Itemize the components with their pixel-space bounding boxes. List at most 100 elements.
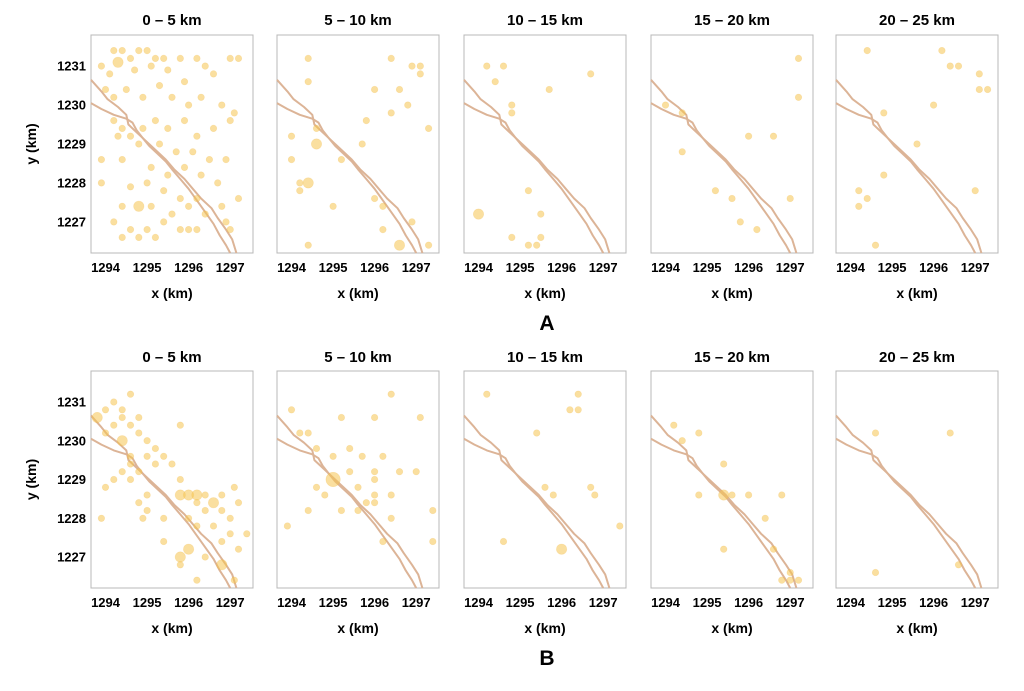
data-point (337, 506, 346, 515)
x-tick-label: 1296 (547, 595, 576, 610)
data-point (209, 124, 218, 132)
data-point (208, 497, 220, 509)
data-point (946, 62, 954, 70)
x-tick-label: 1297 (776, 595, 805, 610)
data-point (508, 233, 516, 241)
data-point (591, 491, 599, 499)
fault-line-1 (650, 79, 798, 254)
data-point (101, 483, 110, 491)
data-point (106, 70, 114, 78)
data-point (287, 132, 296, 140)
data-point (116, 435, 128, 447)
data-point (362, 499, 370, 507)
plot-frame (90, 370, 254, 589)
data-point (122, 85, 130, 94)
x-axis-label: x (km) (524, 620, 565, 636)
panel-b: 0 – 5 km 1294 1295 1296 1297 x (km) 1227 1228 12… (23, 349, 999, 670)
data-point (110, 218, 118, 226)
data-point (296, 187, 304, 195)
data-point (483, 390, 491, 398)
subplot: 0 – 5 km 1294 1295 1296 1297 x (km) 1227 1228 12… (23, 12, 254, 301)
data-point (287, 156, 296, 164)
panel-a: 0 – 5 km 1294 1295 1296 1297 x (km) 1227 1228 12… (23, 12, 999, 335)
data-point (429, 506, 437, 515)
data-point (230, 109, 238, 117)
data-point (337, 156, 346, 164)
subplot: 20 – 25 km 1294 1295 1296 1297 x (km) (835, 349, 999, 636)
data-point (126, 54, 135, 63)
subplot: 5 – 10 km 1294 1295 1296 1297 x (km) (276, 12, 440, 301)
data-point (176, 475, 184, 484)
data-point (786, 568, 794, 577)
data-point (786, 194, 794, 203)
data-point (711, 187, 720, 195)
data-point (126, 421, 135, 429)
data-point (222, 156, 230, 164)
data-point (358, 452, 366, 460)
data-point (143, 506, 151, 515)
data-point (304, 241, 312, 249)
data-point (234, 499, 243, 507)
subplot: 5 – 10 km 1294 1295 1296 1297 x (km) (276, 349, 440, 636)
data-point (209, 522, 218, 530)
data-point (545, 85, 553, 94)
fault-line-1 (835, 414, 983, 589)
data-point (110, 421, 118, 429)
data-point (296, 429, 304, 437)
data-point (218, 202, 226, 210)
data-point (416, 70, 424, 78)
x-tick-label: 1297 (961, 260, 990, 275)
subplot-title: 10 – 15 km (507, 349, 583, 366)
data-point (110, 93, 118, 101)
data-point (151, 460, 159, 468)
data-point (346, 468, 354, 476)
data-point (155, 140, 164, 148)
data-point (524, 187, 533, 195)
data-point (938, 46, 946, 55)
x-axis-label: x (km) (337, 620, 378, 636)
data-point (387, 109, 395, 117)
data-point (234, 194, 243, 203)
data-point (176, 226, 184, 234)
data-point (283, 522, 292, 530)
data-point (160, 187, 168, 195)
data-point (971, 187, 979, 195)
data-point (118, 156, 126, 164)
data-point (118, 46, 126, 55)
x-tick-label: 1295 (878, 595, 907, 610)
x-tick-label: 1296 (174, 260, 203, 275)
data-point (393, 239, 405, 251)
x-tick-label: 1296 (360, 260, 389, 275)
plot-frame (463, 34, 627, 254)
data-point (139, 514, 147, 522)
data-point (143, 226, 151, 234)
data-point (880, 109, 888, 117)
data-point (483, 62, 491, 70)
data-point (720, 460, 728, 468)
x-axis-label: x (km) (151, 285, 192, 301)
data-point (358, 140, 366, 148)
data-point (387, 390, 395, 398)
data-point (118, 406, 126, 414)
data-point (325, 471, 341, 487)
data-point (160, 54, 168, 63)
fault-line-2 (90, 437, 232, 589)
data-point (118, 413, 126, 422)
data-point (321, 491, 329, 499)
data-point (310, 138, 322, 150)
data-point (164, 66, 172, 74)
data-point (728, 194, 736, 203)
data-point (151, 444, 159, 453)
data-point (425, 124, 433, 132)
data-point (425, 241, 433, 249)
data-point (549, 491, 557, 499)
data-point (201, 553, 209, 561)
fault-line-1 (276, 79, 424, 254)
data-point (296, 179, 304, 187)
data-point (304, 506, 312, 515)
x-axis-label: x (km) (151, 620, 192, 636)
data-point (863, 46, 871, 55)
data-point (226, 54, 234, 63)
data-point (661, 101, 670, 109)
